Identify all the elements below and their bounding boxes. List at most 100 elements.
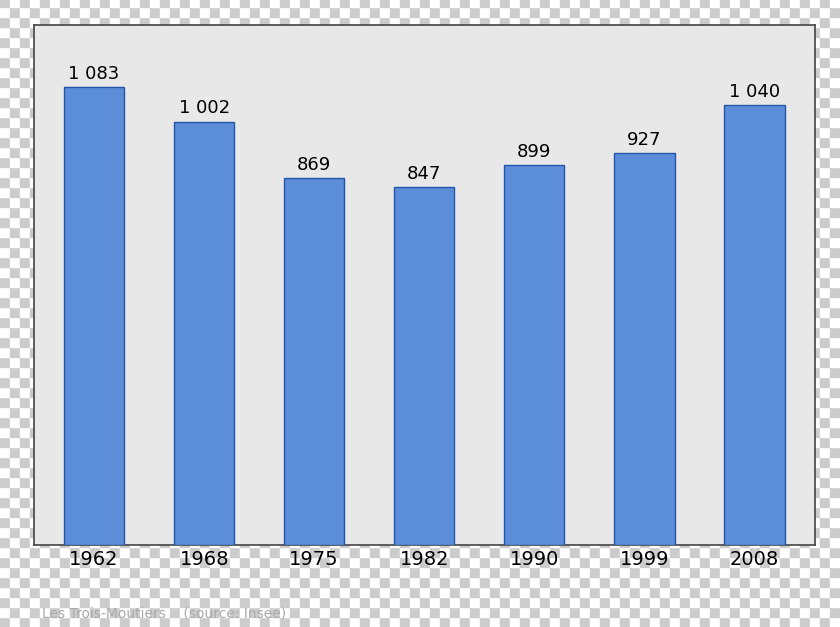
Bar: [250, 327, 260, 337]
Bar: [670, 557, 680, 567]
Bar: [190, 497, 200, 507]
Bar: [720, 217, 730, 227]
Bar: [90, 247, 100, 257]
Bar: [720, 497, 730, 507]
Bar: [210, 517, 220, 527]
Bar: [480, 597, 490, 607]
Bar: [300, 237, 310, 247]
Bar: [340, 147, 350, 157]
Bar: [210, 227, 220, 237]
Bar: [730, 357, 740, 367]
Bar: [250, 87, 260, 97]
Bar: [530, 607, 540, 617]
Bar: [180, 17, 190, 27]
Bar: [700, 47, 710, 57]
Bar: [290, 587, 300, 597]
Bar: [580, 457, 590, 467]
Bar: [670, 487, 680, 497]
Bar: [500, 527, 510, 537]
Bar: [320, 407, 330, 417]
Bar: [530, 157, 540, 167]
Bar: [630, 137, 640, 147]
Bar: [410, 397, 420, 407]
Bar: [150, 557, 160, 567]
Bar: [250, 277, 260, 287]
Bar: [640, 47, 650, 57]
Bar: [110, 337, 120, 347]
Bar: [330, 347, 340, 357]
Bar: [380, 47, 390, 57]
Bar: [70, 287, 80, 297]
Bar: [440, 257, 450, 267]
Bar: [0, 397, 10, 407]
Bar: [70, 447, 80, 457]
Bar: [470, 477, 480, 487]
Bar: [440, 597, 450, 607]
Bar: [380, 507, 390, 517]
Bar: [410, 167, 420, 177]
Bar: [90, 0, 100, 7]
Bar: [480, 7, 490, 17]
Bar: [260, 287, 270, 297]
Bar: [280, 327, 290, 337]
Bar: [360, 37, 370, 47]
Bar: [460, 267, 470, 277]
Bar: [630, 247, 640, 257]
Bar: [80, 427, 90, 437]
Bar: [240, 287, 250, 297]
Bar: [110, 247, 120, 257]
Bar: [380, 97, 390, 107]
Bar: [630, 387, 640, 397]
Bar: [310, 377, 320, 387]
Bar: [550, 0, 560, 7]
Bar: [200, 587, 210, 597]
Bar: [30, 607, 40, 617]
Bar: [120, 317, 130, 327]
Bar: [320, 617, 330, 627]
Bar: [360, 217, 370, 227]
Bar: [560, 387, 570, 397]
Bar: [620, 47, 630, 57]
Bar: [10, 0, 20, 7]
Bar: [60, 487, 70, 497]
Bar: [580, 67, 590, 77]
Bar: [310, 597, 320, 607]
Bar: [690, 127, 700, 137]
Bar: [720, 247, 730, 257]
Bar: [590, 547, 600, 557]
Bar: [250, 97, 260, 107]
Bar: [540, 567, 550, 577]
Bar: [800, 247, 810, 257]
Bar: [260, 467, 270, 477]
Bar: [310, 187, 320, 197]
Bar: [10, 537, 20, 547]
Bar: [650, 297, 660, 307]
Bar: [810, 367, 820, 377]
Bar: [350, 397, 360, 407]
Bar: [240, 447, 250, 457]
Bar: [800, 417, 810, 427]
Bar: [650, 277, 660, 287]
Bar: [700, 137, 710, 147]
Bar: [640, 457, 650, 467]
Bar: [460, 457, 470, 467]
Bar: [460, 417, 470, 427]
Bar: [410, 347, 420, 357]
Bar: [450, 437, 460, 447]
Bar: [710, 607, 720, 617]
Bar: [500, 427, 510, 437]
Bar: [780, 477, 790, 487]
Bar: [710, 307, 720, 317]
Bar: [100, 7, 110, 17]
Bar: [440, 217, 450, 227]
Bar: [400, 397, 410, 407]
Bar: [370, 487, 380, 497]
Bar: [760, 327, 770, 337]
Bar: [620, 587, 630, 597]
Bar: [700, 37, 710, 47]
Bar: [180, 377, 190, 387]
Bar: [20, 257, 30, 267]
Bar: [630, 237, 640, 247]
Bar: [540, 137, 550, 147]
Bar: [740, 127, 750, 137]
